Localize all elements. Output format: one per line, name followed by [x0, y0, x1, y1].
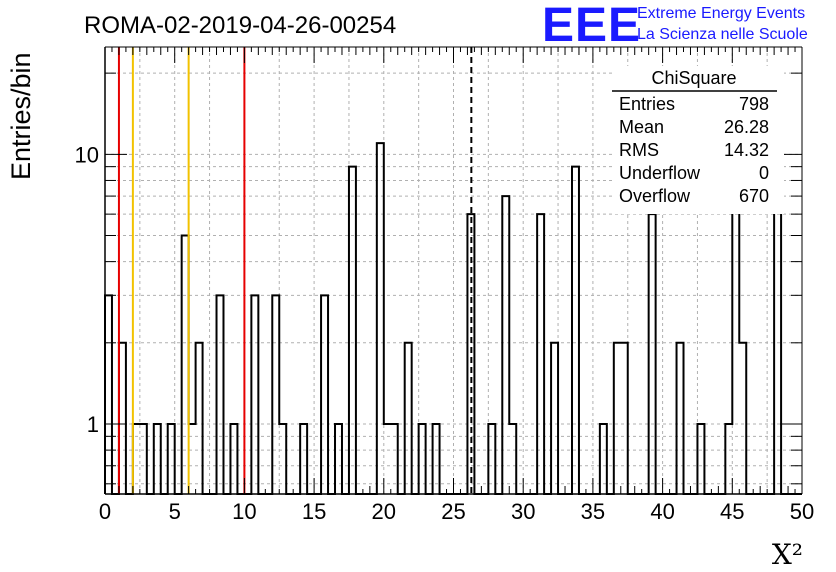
histogram-bin — [349, 167, 356, 494]
x-tick-label: 15 — [302, 499, 326, 524]
histogram-bin — [391, 424, 398, 494]
tick-labels: 0 5 10 15 20 25 30 35 40 45 50 1 10 — [75, 142, 815, 524]
x-tick-label: 25 — [441, 499, 465, 524]
histogram-bin — [725, 424, 732, 494]
x-tick-label: 45 — [720, 499, 744, 524]
x-tick-label: 50 — [790, 499, 814, 524]
stats-label: RMS — [619, 140, 659, 160]
histogram-bin — [739, 343, 746, 494]
x-axis-label: X² — [772, 538, 803, 571]
x-tick-label: 40 — [650, 499, 674, 524]
x-tick-label: 10 — [232, 499, 256, 524]
histogram-bin — [488, 424, 495, 494]
stats-value: 798 — [739, 94, 769, 114]
logo-line-2: La Scienza nelle Scuole — [637, 26, 808, 43]
stats-title: ChiSquare — [651, 68, 736, 88]
reference-lines — [117, 47, 473, 494]
stats-label: Entries — [619, 94, 675, 114]
x-tick-label: 30 — [511, 499, 535, 524]
stats-label: Overflow — [619, 186, 691, 206]
histogram-bin — [196, 343, 203, 494]
histogram-bin — [279, 424, 286, 494]
histogram-bin — [614, 343, 621, 494]
histogram-bin — [230, 424, 237, 494]
histogram-bin — [377, 143, 384, 494]
grid-lines — [105, 47, 802, 494]
stats-value: 670 — [739, 186, 769, 206]
stats-box: ChiSquare Entries 798 Mean 26.28 RMS 14.32 Und… — [612, 66, 784, 214]
histogram-bin — [119, 343, 126, 494]
histogram-bin — [551, 343, 558, 494]
histogram-bin — [300, 424, 307, 494]
histogram-bin — [168, 424, 175, 494]
x-tick-label: 20 — [372, 499, 396, 524]
stats-label: Underflow — [619, 163, 701, 183]
histogram-bin — [321, 295, 328, 494]
histogram-bin — [697, 424, 704, 494]
histogram-bin — [419, 424, 426, 494]
histogram-bin — [335, 424, 342, 494]
stats-value: 14.32 — [724, 140, 769, 160]
x-tick-label: 35 — [581, 499, 605, 524]
chart-title: ROMA-02-2019-04-26-00254 — [84, 12, 396, 39]
y-axis-label: Entries/bin — [6, 52, 36, 180]
histogram-bin — [433, 424, 440, 494]
histogram-bin — [572, 167, 579, 494]
stats-value: 26.28 — [724, 117, 769, 137]
histogram-bin — [272, 295, 279, 494]
histogram-bin — [384, 424, 391, 494]
eee-logo: EEE Extreme Energy Events La Scienza nel… — [542, 0, 808, 52]
histogram-bin — [405, 343, 412, 494]
histogram-bin — [649, 214, 656, 494]
histogram-bin — [537, 214, 544, 494]
stats-rows: Entries 798 Mean 26.28 RMS 14.32 Underflow 0 Ove… — [619, 94, 769, 206]
logo-mark: EEE — [542, 0, 641, 52]
axes — [104, 46, 803, 495]
histogram-bin — [189, 424, 196, 494]
y-tick-label: 10 — [75, 142, 99, 167]
histogram-bin — [217, 295, 224, 494]
x-tick-label: 0 — [99, 499, 111, 524]
histogram-bin — [509, 424, 516, 494]
histogram-bin — [732, 196, 739, 494]
histogram-bin — [251, 295, 258, 494]
histogram-bin — [621, 343, 628, 494]
histogram-bin — [502, 196, 509, 494]
histogram-bin — [133, 424, 140, 494]
histogram-bin — [677, 343, 684, 494]
histogram-bin — [154, 424, 161, 494]
logo-line-1: Extreme Energy Events — [637, 5, 805, 22]
histogram-bin — [600, 424, 607, 494]
histogram-bin — [140, 424, 147, 494]
histogram-bin — [105, 295, 112, 494]
stats-label: Mean — [619, 117, 664, 137]
stats-value: 0 — [759, 163, 769, 183]
x-tick-label: 5 — [169, 499, 181, 524]
y-tick-label: 1 — [87, 412, 99, 437]
histogram-bin — [182, 235, 189, 494]
